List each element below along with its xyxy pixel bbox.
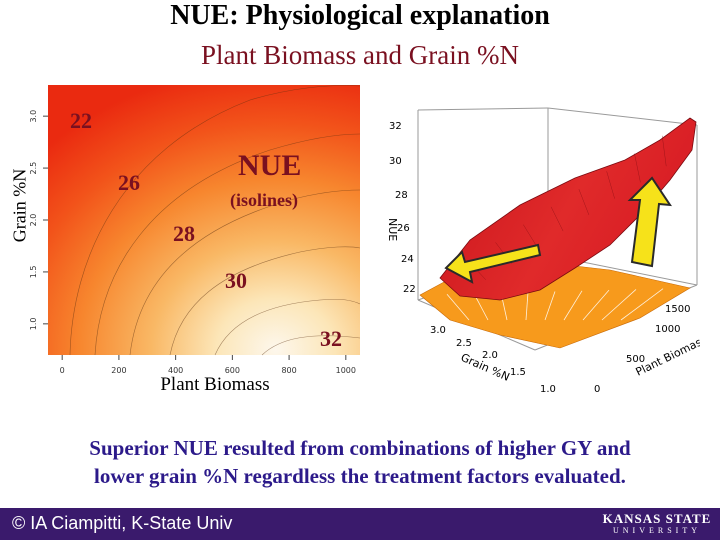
z-tick: 32 — [389, 121, 402, 132]
mesh-line — [578, 189, 590, 215]
isolines — [69, 85, 361, 356]
z-tick: 22 — [403, 284, 416, 295]
y-tick-label: 3.0 — [29, 110, 38, 123]
x-tick-label: 600 — [225, 366, 240, 375]
nue-annotation-sub: (isolines) — [230, 190, 298, 211]
y-tick-label: 1.5 — [29, 266, 38, 279]
biomass-tick: 500 — [626, 354, 645, 365]
mesh-line — [523, 224, 538, 248]
y-tick-label: 1.0 — [29, 317, 38, 330]
heatmap-plot-area — [48, 85, 360, 355]
university-logo: KANSAS STATE UNIVERSITY — [602, 512, 712, 536]
x-tick-label: 0 — [60, 366, 65, 375]
x-tick-label: 800 — [281, 366, 296, 375]
mesh-line — [550, 206, 564, 232]
y-tick-label: 2.0 — [29, 214, 38, 227]
projection-line — [563, 290, 583, 321]
mesh-line — [661, 135, 667, 167]
biomass-tick: 1000 — [655, 324, 680, 335]
arrow-left — [444, 243, 542, 284]
projection-line — [446, 294, 470, 321]
grain-tick: 1.0 — [540, 384, 556, 395]
isoline-label-22: 22 — [70, 108, 92, 133]
x-axis-label: Plant Biomass — [160, 374, 270, 395]
grain-tick: 2.5 — [456, 338, 472, 349]
surface-box — [417, 107, 698, 351]
mesh-line — [606, 171, 615, 199]
z-tick: 28 — [395, 190, 408, 201]
grain-tick: 1.5 — [510, 367, 526, 378]
isoline — [261, 335, 361, 356]
isoline — [94, 133, 361, 356]
isoline-label-28: 28 — [173, 221, 195, 246]
z-tick: 26 — [397, 223, 410, 234]
isoline — [169, 246, 361, 356]
footer-credit: © IA Ciampitti, K-State Univ — [12, 513, 233, 533]
y-tick-label: 2.5 — [29, 162, 38, 175]
caption: Superior NUE resulted from combinations … — [20, 434, 700, 490]
z-tick: 24 — [401, 254, 414, 265]
projection-line — [544, 291, 556, 321]
nue-surface-chart: 32 30 28 26 24 22 NUE 3.0 2.5 2.0 1.5 1.… — [386, 107, 700, 395]
x-tick-label: 1000 — [336, 366, 356, 375]
arrow-up — [627, 176, 672, 268]
biomass-tick: 0 — [594, 384, 600, 395]
z-axis-label: NUE — [386, 218, 399, 241]
isoline-label-26: 26 — [118, 170, 140, 195]
page-subtitle: Plant Biomass and Grain %N — [201, 40, 519, 70]
x-tick-label: 200 — [111, 366, 126, 375]
page-title: NUE: Physiological explanation — [170, 0, 550, 31]
projection-line — [582, 289, 610, 321]
projection-line — [525, 292, 529, 321]
z-axis: 32 30 28 26 24 22 NUE — [386, 121, 416, 295]
logo-bottom-text: UNIVERSITY — [613, 526, 701, 535]
isoline — [129, 189, 361, 356]
isoline — [214, 298, 361, 356]
isoline-label-32: 32 — [320, 326, 342, 351]
footer-bar: © IA Ciampitti, K-State Univ KANSAS STAT… — [0, 508, 720, 540]
grain-tick: 3.0 — [430, 325, 446, 336]
grain-tick: 2.0 — [482, 350, 498, 361]
y-axis-label: Grain %N — [9, 168, 30, 243]
caption-line-1: Superior NUE resulted from combinations … — [89, 436, 631, 460]
nue-annotation: NUE — [238, 149, 301, 182]
z-tick: 30 — [389, 156, 402, 167]
x-tick-label: 400 — [168, 366, 183, 375]
isoline-label-30: 30 — [225, 268, 247, 293]
projection-line — [601, 289, 637, 321]
caption-line-2: lower grain %N regardless the treatment … — [94, 464, 626, 488]
heatmap-axes: 0 200 400 600 800 1000 1.0 1.5 2.0 2.5 3.0 — [29, 110, 356, 375]
mesh-line — [634, 153, 641, 183]
projection-line — [620, 288, 664, 321]
biomass-tick: 1500 — [665, 304, 690, 315]
logo-top-text: KANSAS STATE — [602, 511, 712, 526]
